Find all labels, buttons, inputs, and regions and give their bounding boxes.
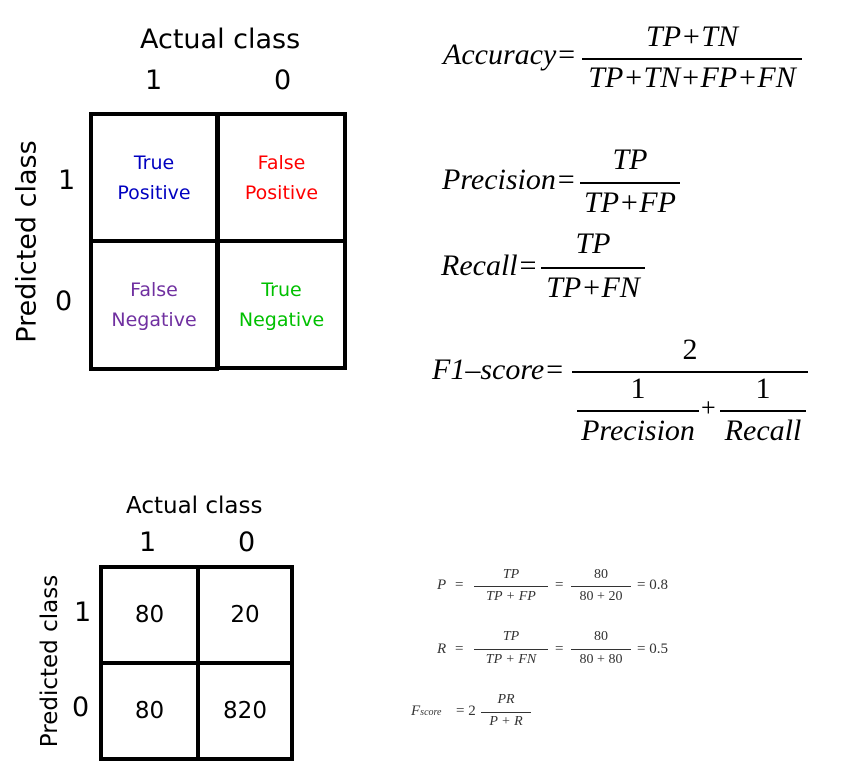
matrix2-row-label-1: 1: [74, 597, 92, 628]
recall-lhs: Recall=: [441, 249, 538, 282]
accuracy-lhs: Accuracy=: [443, 38, 577, 71]
f1-den-recall: Recall: [724, 414, 802, 447]
accuracy-fraction-bar: [582, 58, 802, 60]
precision-lhs: Precision=: [442, 163, 577, 196]
calc-p-eq2: =: [555, 577, 564, 593]
fn-line2: Negative: [111, 309, 197, 331]
calc-r-den1: TP + FN: [485, 652, 537, 667]
f1-one-b: 1: [755, 372, 771, 405]
f1-numerator: 2: [682, 333, 698, 366]
calc-r-lhs: R: [437, 641, 447, 657]
f1-recall-bar: [720, 410, 806, 412]
calc-f-subscript: score: [420, 707, 442, 718]
matrix1-col-label-0: 0: [274, 65, 292, 96]
f1-precision-bar: [577, 410, 699, 412]
tn-line2: Negative: [238, 308, 325, 331]
matrix2-col-label-1: 1: [139, 527, 157, 558]
calc-p-bar1: [474, 586, 548, 587]
matrix2-cell-tn: 820: [196, 661, 294, 761]
calc-f-letter: F: [411, 703, 421, 719]
calc-p-num2: 80: [594, 567, 608, 582]
f1-den-precision: Precision: [581, 414, 695, 447]
calc-p-den2: 80 + 20: [579, 589, 623, 604]
matrix1-row-label-0: 0: [55, 286, 73, 317]
calc-r-result: = 0.5: [637, 641, 668, 657]
matrix1-cell-true-positive: True Positive: [89, 112, 219, 243]
calc-r-num1: TP: [502, 629, 520, 644]
calc-r-num2: 80: [594, 629, 608, 644]
precision-denominator: TP+FP: [584, 186, 676, 219]
recall-numerator: TP: [575, 227, 611, 260]
calc-r-eq: =: [455, 641, 464, 657]
calc-r-den2: 80 + 80: [579, 652, 623, 667]
matrix1-axis-top-label: Actual class: [140, 24, 301, 55]
calc-p-lhs: P: [437, 577, 447, 593]
recall-fraction-bar: [541, 267, 645, 269]
calc-r-bar2: [571, 649, 631, 650]
matrix2-col-label-0: 0: [238, 527, 256, 558]
matrix1-col-label-1: 1: [145, 65, 163, 96]
precision-fraction-bar: [580, 182, 680, 184]
f1-plus: +: [701, 393, 716, 422]
calc-p-den1: TP + FP: [486, 589, 536, 604]
matrix2-cell-fn: 80: [99, 661, 200, 761]
calc-p-result: = 0.8: [637, 577, 668, 593]
calc-f-lhs: Fscore: [411, 703, 441, 720]
fp-line1: False: [257, 151, 306, 174]
accuracy-denominator: TP+TN+FP+FN: [588, 61, 796, 94]
fp-line2: Positive: [244, 181, 319, 204]
calc-p-bar2: [571, 586, 631, 587]
recall-denominator: TP+FN: [546, 271, 640, 304]
f1-fraction-bar: [572, 371, 808, 373]
matrix2-axis-top-label: Actual class: [126, 493, 263, 519]
accuracy-numerator: TP+TN: [646, 20, 738, 53]
calc-f-eq: = 2: [456, 703, 476, 719]
tn-line1: True: [261, 278, 302, 301]
calc-f-num: PR: [497, 692, 515, 707]
matrix1-cell-false-positive: False Positive: [216, 112, 347, 243]
calc-r-bar1: [474, 649, 548, 650]
f1-one-a: 1: [630, 372, 646, 405]
calc-f-den: P + R: [489, 714, 523, 729]
tp-line1: True: [133, 151, 175, 174]
matrix2-cell-fp: 20: [196, 565, 294, 665]
calc-p-eq: =: [455, 577, 464, 593]
f1-lhs: F1–score=: [432, 353, 565, 386]
matrix1-axis-side-label: Predicted class: [11, 140, 43, 343]
calc-p-num1: TP: [502, 567, 520, 582]
matrix2-cell-tp: 80: [99, 565, 200, 665]
precision-numerator: TP: [612, 143, 648, 176]
matrix2-axis-side-label: Predicted class: [37, 574, 63, 748]
matrix1-cell-false-negative: False Negative: [89, 239, 219, 371]
matrix1-row-label-1: 1: [58, 165, 76, 196]
tp-line2: Positive: [117, 181, 191, 204]
matrix1-cell-true-negative: True Negative: [216, 239, 347, 370]
calc-f-bar: [481, 712, 531, 713]
fn-line1: False: [130, 279, 178, 301]
calc-r-eq2: =: [555, 641, 564, 657]
matrix2-row-label-0: 0: [72, 692, 90, 723]
